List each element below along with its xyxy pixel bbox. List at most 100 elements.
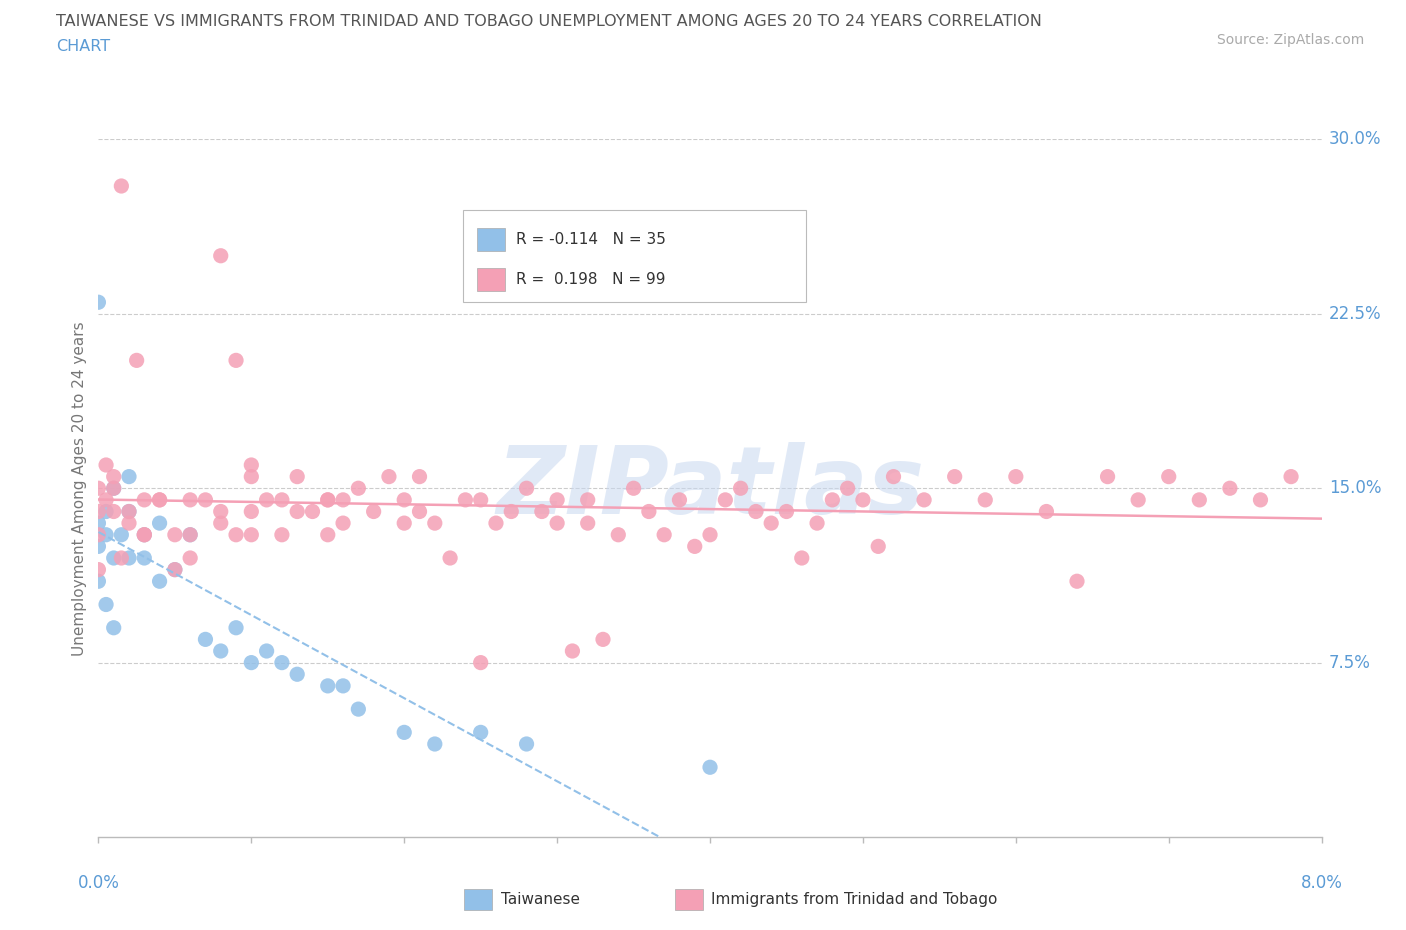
Text: ZIPatlas: ZIPatlas	[496, 443, 924, 534]
Text: 8.0%: 8.0%	[1301, 874, 1343, 892]
Text: CHART: CHART	[56, 39, 110, 54]
Point	[94, 504, 117, 519]
Point	[316, 493, 339, 508]
Point	[134, 551, 156, 565]
Point	[439, 551, 461, 565]
Point	[1097, 469, 1119, 484]
Point	[87, 574, 110, 589]
Point	[270, 493, 294, 508]
Point	[943, 469, 966, 484]
Point	[256, 493, 278, 508]
Point	[270, 527, 294, 542]
Point	[285, 667, 308, 682]
Point	[87, 515, 110, 530]
Point	[194, 632, 217, 647]
Point	[1157, 469, 1180, 484]
Point	[110, 527, 132, 542]
Point	[103, 551, 125, 565]
Point	[1249, 493, 1271, 508]
Point	[240, 527, 263, 542]
Point	[546, 493, 568, 508]
Point	[868, 539, 890, 554]
Point	[87, 295, 110, 310]
Y-axis label: Unemployment Among Ages 20 to 24 years: Unemployment Among Ages 20 to 24 years	[72, 321, 87, 656]
Point	[790, 551, 813, 565]
Point	[699, 527, 721, 542]
Point	[179, 527, 201, 542]
Point	[118, 551, 141, 565]
Text: Source: ZipAtlas.com: Source: ZipAtlas.com	[1216, 33, 1364, 46]
Point	[1004, 469, 1026, 484]
Point	[240, 469, 263, 484]
Point	[87, 527, 110, 542]
Point	[316, 493, 339, 508]
Point	[149, 574, 172, 589]
Point	[470, 655, 492, 670]
Point	[592, 632, 614, 647]
Point	[285, 504, 308, 519]
Point	[1219, 481, 1241, 496]
Point	[347, 701, 370, 716]
Point	[179, 527, 201, 542]
Text: 30.0%: 30.0%	[1329, 130, 1381, 149]
Point	[392, 493, 416, 508]
Point	[149, 515, 172, 530]
Point	[852, 493, 875, 508]
Point	[576, 493, 599, 508]
Point	[332, 515, 354, 530]
Point	[94, 527, 117, 542]
Point	[883, 469, 905, 484]
Point	[118, 469, 141, 484]
Point	[501, 504, 523, 519]
Point	[316, 527, 339, 542]
Point	[761, 515, 783, 530]
Point	[301, 504, 323, 519]
Point	[730, 481, 752, 496]
Point	[209, 504, 232, 519]
Point	[423, 737, 446, 751]
Point	[285, 469, 308, 484]
Point	[87, 504, 110, 519]
Point	[561, 644, 583, 658]
Point	[668, 493, 690, 508]
Point	[225, 527, 247, 542]
Point	[270, 655, 294, 670]
Point	[87, 562, 110, 577]
Point	[134, 527, 156, 542]
Text: R =  0.198   N = 99: R = 0.198 N = 99	[516, 272, 665, 287]
Point	[683, 539, 706, 554]
Point	[332, 493, 354, 508]
Point	[974, 493, 997, 508]
Point	[163, 527, 186, 542]
Point	[714, 493, 737, 508]
Point	[194, 493, 217, 508]
Point	[1035, 504, 1057, 519]
Point	[225, 620, 247, 635]
Text: 22.5%: 22.5%	[1329, 305, 1381, 323]
Point	[163, 562, 186, 577]
Point	[209, 248, 232, 263]
Point	[1066, 574, 1088, 589]
Point	[1279, 469, 1302, 484]
Point	[209, 515, 232, 530]
Point	[209, 644, 232, 658]
Point	[110, 551, 132, 565]
Point	[149, 493, 172, 508]
Point	[103, 620, 125, 635]
Point	[179, 493, 201, 508]
Point	[103, 469, 125, 484]
Point	[423, 515, 446, 530]
Text: Taiwanese: Taiwanese	[501, 892, 579, 907]
Point	[103, 504, 125, 519]
Point	[118, 504, 141, 519]
Point	[454, 493, 477, 508]
Point	[806, 515, 828, 530]
Point	[118, 515, 141, 530]
Point	[240, 504, 263, 519]
Point	[94, 493, 117, 508]
Point	[607, 527, 630, 542]
Point	[408, 469, 430, 484]
Point	[103, 481, 125, 496]
Point	[110, 179, 132, 193]
Point	[103, 481, 125, 496]
